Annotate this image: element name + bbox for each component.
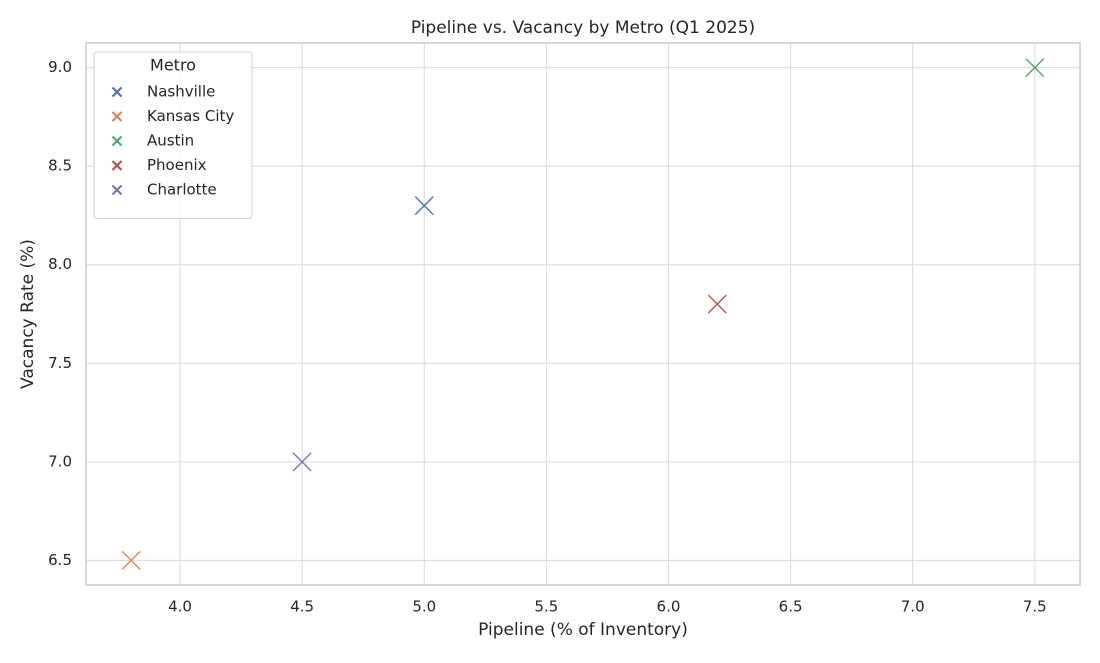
x-tick-label: 5.5 [534, 598, 558, 616]
y-tick-label: 7.0 [48, 452, 72, 470]
y-tick-label: 8.0 [48, 255, 72, 273]
legend-marker [111, 135, 123, 147]
legend-box [93, 51, 253, 219]
legend-label: Nashville [147, 83, 215, 101]
x-tick-label: 7.0 [901, 598, 925, 616]
legend-title: Metro [150, 56, 196, 75]
legend-marker [111, 184, 123, 196]
legend-marker [111, 86, 123, 98]
legend-label: Phoenix [147, 156, 207, 174]
y-axis-label: Vacancy Rate (%) [18, 239, 38, 389]
x-tick-label: 7.5 [1023, 598, 1047, 616]
legend-label: Charlotte [147, 181, 217, 199]
scatter-point [292, 452, 312, 472]
x-axis-label: Pipeline (% of Inventory) [478, 620, 688, 640]
legend-marker [111, 111, 123, 122]
scatter-point [1025, 58, 1045, 78]
y-tick-label: 6.5 [48, 551, 72, 569]
y-tick-label: 8.5 [48, 157, 72, 175]
scatter-point [121, 550, 141, 570]
chart-title: Pipeline vs. Vacancy by Metro (Q1 2025) [411, 18, 755, 38]
legend-label: Austin [147, 132, 194, 150]
x-tick-label: 6.0 [657, 598, 681, 616]
legend-marker [111, 160, 123, 171]
scatter-point [414, 196, 434, 216]
scatter-point [707, 294, 727, 314]
x-tick-label: 4.0 [168, 598, 192, 616]
x-tick-label: 6.5 [779, 598, 803, 616]
plot-frame [85, 42, 1081, 586]
x-tick-label: 5.0 [412, 598, 436, 616]
y-tick-label: 7.5 [48, 354, 72, 372]
y-tick-label: 9.0 [48, 58, 72, 76]
x-tick-label: 4.5 [290, 598, 314, 616]
legend-label: Kansas City [147, 107, 234, 125]
